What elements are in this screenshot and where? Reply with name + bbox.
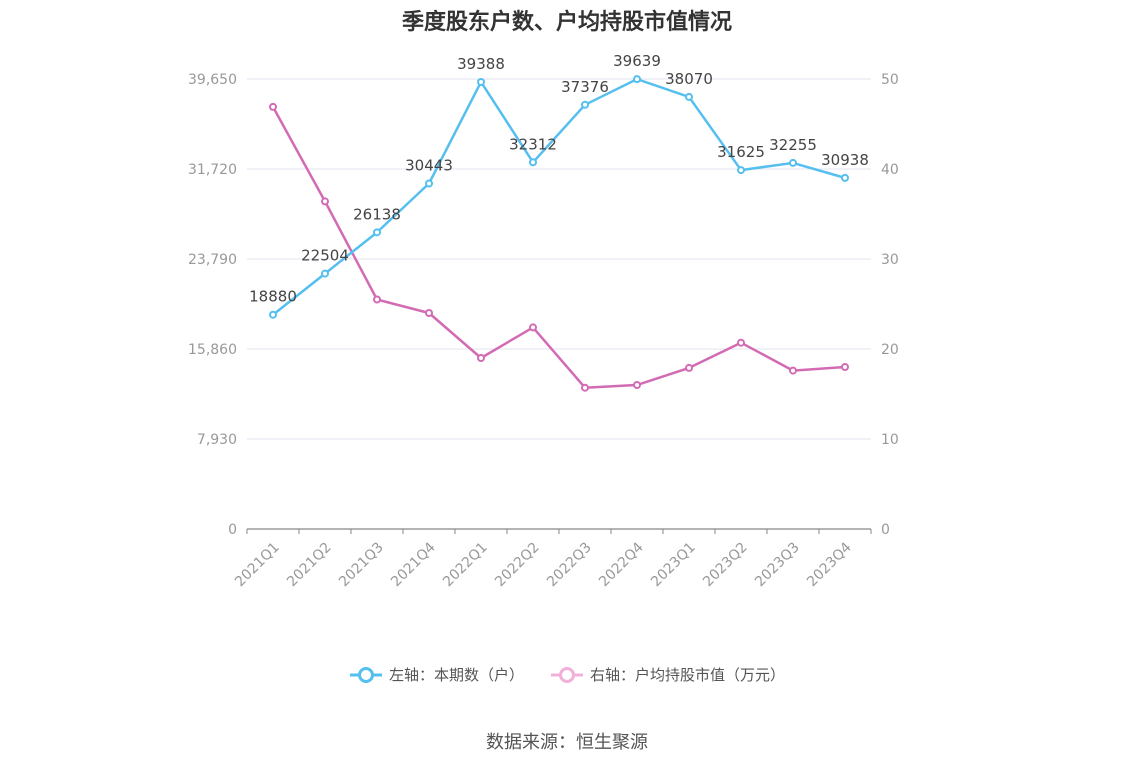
legend-left-marker-icon (349, 666, 382, 683)
y-right-tick-label: 10 (881, 432, 899, 448)
x-tick-label: 2021Q4 (388, 539, 439, 590)
series-point-right (529, 323, 537, 332)
x-tick-label: 2023Q2 (700, 539, 751, 590)
data-label-left: 39639 (613, 52, 661, 70)
chart-title: 季度股东户数、户均持股市值情况 (401, 10, 732, 35)
x-tick-label: 2023Q3 (752, 539, 803, 590)
series-point-left (685, 92, 693, 101)
x-tick-label: 2023Q1 (648, 539, 699, 590)
series-point-right (425, 309, 433, 317)
x-tick-label: 2021Q2 (284, 539, 335, 590)
y-right-tick-label: 50 (881, 72, 899, 88)
series-point-left (737, 166, 745, 175)
y-right-tick-label: 40 (881, 162, 899, 178)
series-point-left (581, 100, 589, 109)
series-point-right (633, 381, 641, 389)
data-label-left: 18880 (249, 288, 297, 306)
data-label-left: 39388 (457, 55, 505, 73)
y-left-tick-label: 7,930 (197, 432, 237, 448)
data-label-left: 30443 (405, 156, 453, 174)
data-label-left: 30938 (821, 151, 869, 169)
series-point-left (269, 310, 277, 319)
series-point-right (321, 197, 329, 206)
legend-right-label: 右轴：户均持股市值（万元） (590, 666, 786, 684)
data-label-left: 38070 (665, 70, 713, 88)
legend-item-left[interactable]: 左轴：本期数（户） (349, 664, 524, 685)
data-label-left: 37376 (561, 78, 609, 96)
data-source-note: 数据来源：恒生聚源 (486, 732, 648, 753)
y-right-tick-label: 20 (881, 342, 899, 358)
y-left-tick-label: 31,720 (188, 162, 237, 178)
series-point-left (425, 179, 433, 188)
chart-legend: 左轴：本期数（户） 右轴：户均持股市值（万元） (0, 664, 1134, 685)
series-line-right (271, 106, 846, 389)
x-tick-label: 2023Q4 (804, 539, 855, 590)
x-tick-label: 2022Q1 (440, 539, 491, 590)
legend-item-right[interactable]: 右轴：户均持股市值（万元） (550, 664, 785, 685)
y-left-tick-label: 15,860 (188, 342, 237, 358)
series-point-left (477, 77, 485, 86)
y-left-tick-label: 23,790 (188, 252, 237, 268)
series-point-right (269, 102, 277, 111)
legend-left-label: 左轴：本期数（户） (388, 666, 524, 684)
series-point-left (321, 269, 329, 278)
series-point-right (789, 366, 797, 375)
legend-right-marker-icon (551, 666, 583, 683)
x-tick-label: 2022Q2 (492, 539, 543, 590)
series-point-right (581, 383, 589, 392)
x-tick-label: 2021Q1 (232, 539, 283, 590)
data-label-left: 26138 (353, 205, 401, 223)
series-point-left (633, 75, 641, 84)
series-point-right (737, 338, 745, 347)
y-left-tick-label: 0 (228, 522, 237, 538)
series-point-left (841, 173, 849, 182)
y-right-tick-label: 0 (881, 522, 890, 538)
data-label-left: 22504 (301, 247, 349, 265)
data-label-left: 31625 (717, 143, 765, 161)
series-point-right (841, 363, 849, 371)
series-line-left (272, 77, 846, 316)
data-label-left: 32312 (509, 135, 557, 153)
series-point-right (373, 295, 381, 304)
series-point-left (789, 158, 797, 167)
y-left-tick-label: 39,650 (188, 72, 237, 88)
data-label-left: 32255 (769, 136, 817, 154)
y-right-tick-label: 30 (881, 252, 899, 268)
series-point-right (685, 363, 693, 372)
series-point-left (529, 158, 537, 167)
x-tick-label: 2022Q4 (596, 539, 647, 590)
series-point-right (477, 354, 485, 362)
series-point-left (373, 228, 381, 237)
x-tick-label: 2021Q3 (336, 539, 387, 590)
x-tick-label: 2022Q3 (544, 539, 595, 590)
